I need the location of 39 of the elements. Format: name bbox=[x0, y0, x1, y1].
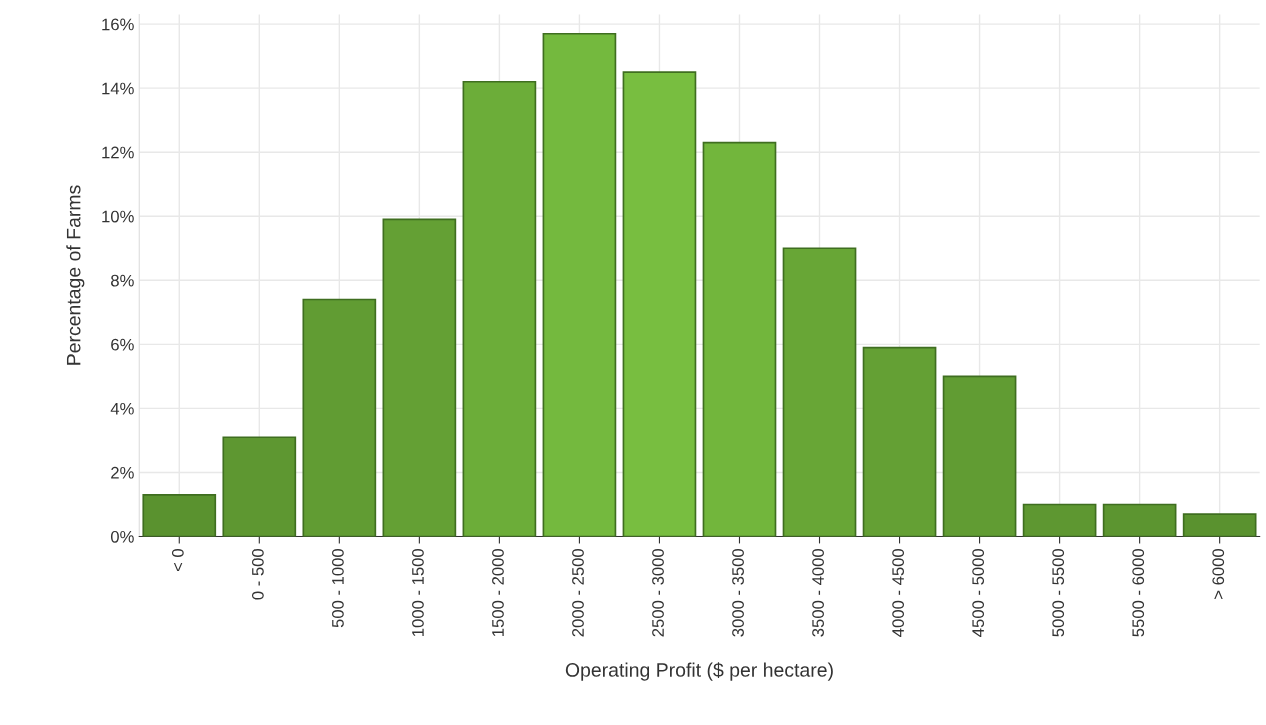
bar bbox=[142, 494, 217, 537]
bar bbox=[222, 436, 297, 537]
x-tick-label: 3500 - 4000 bbox=[812, 548, 824, 637]
y-tick-label: 12% bbox=[102, 146, 134, 159]
x-tick-label: 500 - 1000 bbox=[332, 548, 344, 628]
bar bbox=[382, 218, 457, 537]
bar bbox=[862, 346, 937, 537]
y-tick-label: 14% bbox=[102, 82, 134, 95]
bar bbox=[1182, 513, 1257, 537]
x-tick-label: 5500 - 6000 bbox=[1132, 548, 1145, 637]
bar bbox=[1102, 503, 1177, 537]
x-tick-label: 2000 - 2500 bbox=[572, 548, 584, 637]
y-axis-title: Percentage of Farms bbox=[66, 185, 85, 365]
x-tick-label: 0 - 500 bbox=[251, 548, 264, 600]
x-tick-label: < 0 bbox=[171, 548, 184, 572]
bar bbox=[622, 71, 697, 537]
y-tick-label: 0% bbox=[110, 530, 134, 543]
x-tick-label: > 6000 bbox=[1212, 548, 1225, 599]
x-tick-label: 1500 - 2000 bbox=[492, 548, 504, 636]
bar bbox=[1022, 503, 1097, 537]
x-tick-label: 2500 - 3000 bbox=[652, 548, 664, 637]
x-tick-label: 5000 - 5500 bbox=[1052, 548, 1065, 637]
x-tick-label: 3000 - 3500 bbox=[732, 548, 744, 637]
bar bbox=[462, 80, 537, 537]
x-tick-label: 4500 - 5000 bbox=[972, 548, 985, 637]
bar bbox=[302, 298, 377, 537]
x-tick-label: 4000 - 4500 bbox=[892, 548, 905, 637]
bar bbox=[542, 32, 617, 537]
x-tick-label: 1000 - 1500 bbox=[412, 548, 424, 636]
y-tick-label: 8% bbox=[111, 274, 134, 287]
bar bbox=[782, 247, 857, 537]
x-axis-title: Operating Profit ($ per hectare) bbox=[565, 662, 833, 681]
y-tick-label: 4% bbox=[110, 402, 134, 415]
bar bbox=[702, 141, 777, 537]
y-tick-label: 10% bbox=[102, 210, 134, 223]
y-tick-label: 6% bbox=[111, 338, 134, 351]
bar bbox=[942, 375, 1017, 537]
y-tick-label: 2% bbox=[111, 466, 134, 479]
y-tick-label: 16% bbox=[102, 18, 134, 31]
